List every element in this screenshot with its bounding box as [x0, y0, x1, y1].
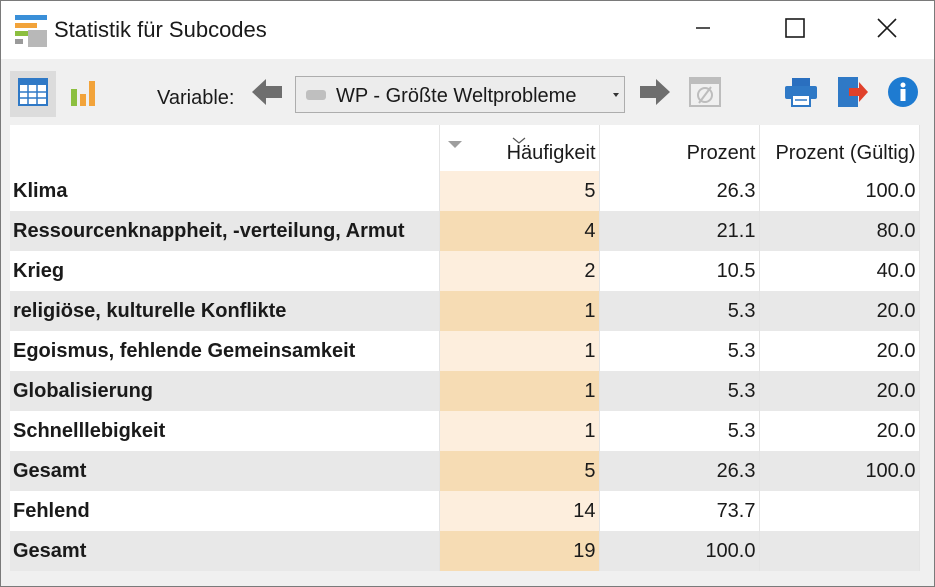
valid-percent-cell[interactable]: 80.0 [759, 211, 920, 251]
valid-percent-cell[interactable]: 100.0 [759, 171, 920, 211]
percent-cell[interactable]: 5.3 [599, 291, 760, 331]
percent-cell[interactable]: 26.3 [599, 171, 760, 211]
table-row[interactable]: Ressourcenknappheit, -verteilung, Armut 4… [10, 211, 920, 251]
info-button[interactable] [880, 71, 926, 117]
table-view-button[interactable] [10, 71, 56, 117]
title-bar: Statistik für Subcodes [1, 1, 934, 59]
info-icon [887, 76, 919, 113]
valid-percent-cell[interactable]: 20.0 [759, 411, 920, 451]
percent-cell[interactable]: 5.3 [599, 411, 760, 451]
column-header-percent[interactable]: Prozent [599, 125, 760, 171]
table-row[interactable]: Klima 5 26.3 100.0 [10, 171, 920, 211]
app-icon [15, 15, 47, 47]
row-label[interactable]: Ressourcenknappheit, -verteilung, Armut [10, 211, 440, 251]
row-label[interactable]: Globalisierung [10, 371, 440, 411]
arrow-left-icon [252, 78, 284, 111]
valid-percent-cell[interactable] [759, 531, 920, 571]
percent-cell[interactable]: 5.3 [599, 371, 760, 411]
table-row[interactable]: Egoismus, fehlende Gemeinsamkeit 1 5.3 20.0 [10, 331, 920, 371]
row-label[interactable]: Schnelllebigkeit [10, 411, 440, 451]
frequency-cell[interactable]: 19 [439, 531, 600, 571]
column-header-label[interactable] [10, 125, 440, 171]
frequency-cell[interactable]: 14 [439, 491, 600, 531]
maximize-button[interactable] [749, 1, 841, 59]
row-label[interactable]: Fehlend [10, 491, 440, 531]
table-row[interactable]: religiöse, kulturelle Konflikte 1 5.3 20.0 [10, 291, 920, 331]
row-label[interactable]: Krieg [10, 251, 440, 291]
table-row[interactable]: Krieg 2 10.5 40.0 [10, 251, 920, 291]
next-variable-button[interactable] [631, 71, 677, 117]
frequency-cell[interactable]: 1 [439, 371, 600, 411]
close-icon [877, 17, 897, 43]
sort-descending-icon [512, 128, 526, 151]
column-header-valid-percent[interactable]: Prozent (Gültig) [759, 125, 920, 171]
export-button[interactable] [830, 71, 876, 117]
variable-dropdown-value: WP - Größte Weltprobleme [336, 85, 577, 107]
frequency-cell[interactable]: 1 [439, 411, 600, 451]
frequency-table: Häufigkeit Prozent Prozent (Gültig) Klim… [10, 125, 920, 571]
percent-cell[interactable]: 100.0 [599, 531, 760, 571]
valid-percent-cell[interactable]: 100.0 [759, 451, 920, 491]
minimize-icon [694, 19, 712, 42]
valid-percent-cell[interactable]: 20.0 [759, 371, 920, 411]
valid-percent-cell[interactable] [759, 491, 920, 531]
row-label[interactable]: religiöse, kulturelle Konflikte [10, 291, 440, 331]
table-row[interactable]: Fehlend 14 73.7 [10, 491, 920, 531]
valid-percent-cell[interactable]: 20.0 [759, 331, 920, 371]
variable-label: Variable: [157, 87, 235, 109]
maximize-icon [785, 17, 805, 43]
printer-icon [784, 77, 818, 112]
sort-dropdown-icon[interactable] [447, 141, 462, 148]
row-label[interactable]: Egoismus, fehlende Gemeinsamkeit [10, 331, 440, 371]
table-header-row: Häufigkeit Prozent Prozent (Gültig) [10, 125, 920, 171]
empty-filter-button[interactable] [682, 71, 728, 117]
table-row[interactable]: Schnelllebigkeit 1 5.3 20.0 [10, 411, 920, 451]
table-icon [18, 77, 48, 111]
table-row[interactable]: Gesamt 5 26.3 100.0 [10, 451, 920, 491]
frequency-cell[interactable]: 2 [439, 251, 600, 291]
frequency-cell[interactable]: 1 [439, 331, 600, 371]
percent-cell[interactable]: 26.3 [599, 451, 760, 491]
column-header-frequency[interactable]: Häufigkeit [439, 125, 600, 171]
minimize-button[interactable] [657, 1, 749, 59]
frequency-cell[interactable]: 5 [439, 451, 600, 491]
percent-cell[interactable]: 5.3 [599, 331, 760, 371]
frequency-cell[interactable]: 1 [439, 291, 600, 331]
window-title: Statistik für Subcodes [54, 17, 267, 42]
valid-percent-cell[interactable]: 40.0 [759, 251, 920, 291]
table-row[interactable]: Globalisierung 1 5.3 20.0 [10, 371, 920, 411]
chevron-down-icon [613, 93, 619, 97]
percent-cell[interactable]: 21.1 [599, 211, 760, 251]
row-label[interactable]: Gesamt [10, 531, 440, 571]
previous-variable-button[interactable] [245, 71, 291, 117]
chart-view-button[interactable] [61, 71, 107, 117]
frequency-cell[interactable]: 4 [439, 211, 600, 251]
toolbar: Variable: WP - Größte Weltprobleme [1, 59, 934, 125]
table-row[interactable]: Gesamt 19 100.0 [10, 531, 920, 571]
export-icon [837, 76, 869, 113]
print-button[interactable] [778, 71, 824, 117]
percent-cell[interactable]: 10.5 [599, 251, 760, 291]
empty-set-icon [689, 76, 721, 112]
variable-dropdown[interactable]: WP - Größte Weltprobleme [295, 76, 625, 113]
arrow-right-icon [638, 78, 670, 111]
valid-percent-cell[interactable]: 20.0 [759, 291, 920, 331]
row-label[interactable]: Klima [10, 171, 440, 211]
bar-chart-icon [69, 77, 99, 112]
close-button[interactable] [841, 1, 933, 59]
column-header-frequency-label: Häufigkeit [506, 142, 596, 164]
frequency-cell[interactable]: 5 [439, 171, 600, 211]
row-label[interactable]: Gesamt [10, 451, 440, 491]
variable-type-icon [306, 90, 326, 100]
percent-cell[interactable]: 73.7 [599, 491, 760, 531]
